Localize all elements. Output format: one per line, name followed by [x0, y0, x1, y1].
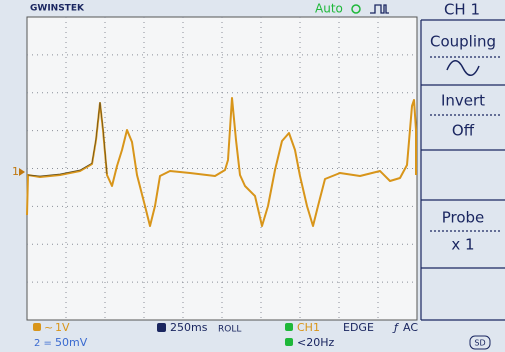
timebase: 250ms [170, 321, 208, 334]
filter-badge [285, 338, 293, 346]
menu-label[interactable]: Coupling [430, 33, 496, 51]
ch2-scale: 50mV [55, 336, 88, 349]
menu-value: Off [452, 122, 475, 140]
ch1-badge [33, 323, 41, 331]
filter: <20Hz [297, 336, 334, 349]
oscilloscope-screen: 1 GWINSTEK Auto CH 1 Coupling Invert Off… [0, 0, 505, 352]
channel-title: CH 1 [444, 1, 480, 19]
ch1-coupling-icon: ~ [44, 321, 53, 334]
trigger-source: CH1 [297, 321, 320, 334]
acquisition-mode: ROLL [218, 325, 241, 335]
ch1-scale: 1V [55, 321, 70, 334]
trigger-badge [285, 323, 293, 331]
menu-label[interactable]: Invert [441, 92, 485, 110]
ch2-label: 2 = [34, 338, 52, 349]
brand: GWINSTEK [30, 4, 85, 14]
menu-label[interactable]: Probe [442, 209, 485, 227]
timebase-badge [157, 323, 166, 332]
trigger-type: EDGE [343, 321, 374, 334]
trigger-marker: 1 [12, 165, 19, 178]
storage: SD [474, 339, 485, 348]
trigger-mode: Auto [315, 2, 343, 16]
menu-value: x 1 [451, 236, 474, 254]
trigger-coupling: AC [403, 321, 418, 334]
